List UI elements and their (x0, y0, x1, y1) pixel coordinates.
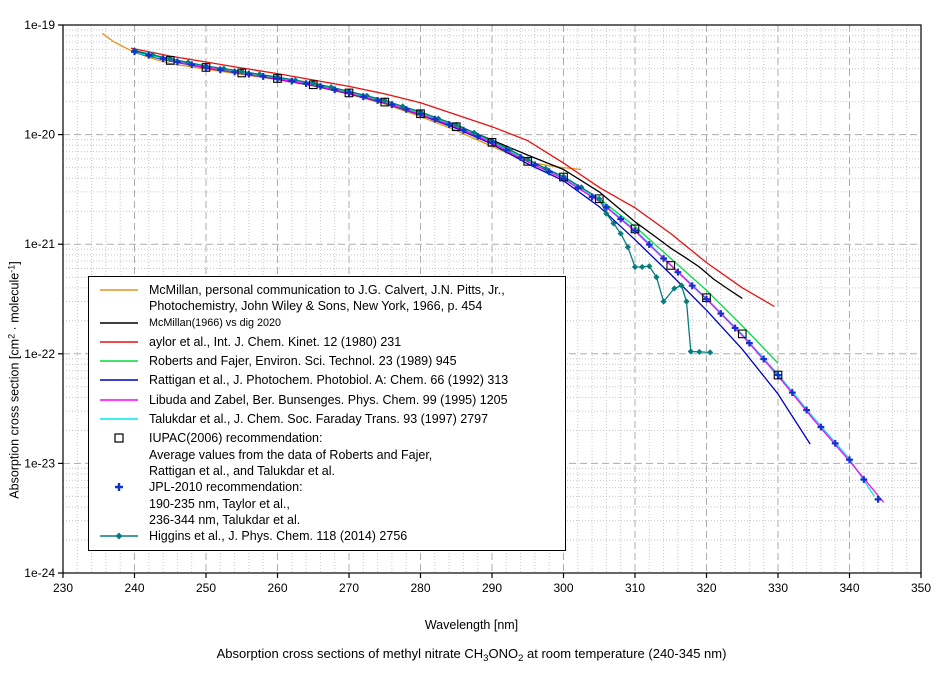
legend-entry-text: Talukdar et al., J. Chem. Soc. Faraday T… (149, 411, 559, 427)
legend-marker-line-icon (97, 334, 149, 353)
x-tick-label: 260 (267, 581, 287, 595)
y-axis-label-mid: · molecule (7, 272, 22, 334)
legend-line: 236-344 nm, Talukdar et al. (149, 512, 301, 527)
legend-line: McMillan, personal communication to J.G.… (149, 283, 505, 297)
y-tick-label: 1e-23 (24, 456, 55, 470)
legend-entry-text: McMillan(1966) vs dig 2020 (149, 315, 559, 331)
legend-marker-plus-icon (97, 479, 149, 498)
series-jpl2010 (131, 48, 882, 503)
legend-entry-text: Roberts and Fajer, Environ. Sci. Technol… (149, 353, 559, 369)
x-tick-label: 320 (696, 581, 716, 595)
legend-row: JPL-2010 recommendation: 190-235 nm, Tayl… (97, 479, 559, 528)
x-tick-label: 240 (124, 581, 144, 595)
legend-entry-text: Rattigan et al., J. Photochem. Photobiol… (149, 372, 559, 388)
legend-line: Roberts and Fajer, Environ. Sci. Technol… (149, 354, 457, 369)
legend-row: Roberts and Fajer, Environ. Sci. Technol… (97, 353, 559, 372)
legend-line: Photochemistry, John Wiley & Sons, New Y… (149, 299, 483, 314)
chart-title-sub2: 2 (518, 653, 524, 664)
legend-marker-square-icon (97, 430, 149, 449)
y-tick-label: 1e-22 (24, 347, 55, 361)
x-tick-label: 230 (53, 581, 73, 595)
legend-marker-line-icon (97, 392, 149, 411)
x-tick-label: 250 (196, 581, 216, 595)
x-tick-label: 310 (625, 581, 645, 595)
y-axis-label-sup2: -1 (6, 264, 17, 273)
legend-line: Rattigan et al., and Talukdar et al. (149, 463, 335, 478)
legend-line: Average values from the data of Roberts … (149, 447, 433, 462)
y-tick-label: 1e-19 (24, 18, 55, 32)
legend-row: Higgins et al., J. Phys. Chem. 118 (2014… (97, 528, 559, 547)
legend-row: IUPAC(2006) recommendation: Average value… (97, 430, 559, 479)
legend-marker-line-diamond-icon (97, 528, 149, 547)
legend: McMillan, personal communication to J.G.… (88, 276, 566, 552)
legend-row: aylor et al., Int. J. Chem. Kinet. 12 (1… (97, 334, 559, 353)
x-tick-label: 270 (339, 581, 359, 595)
axis-ticks: 230 240 250 260 270 280 290 300 310 320 330 340 350 1… (24, 18, 931, 595)
series-iupac (165, 56, 783, 380)
y-axis-label-text: Absorption cross section [cm (7, 338, 22, 499)
legend-row: McMillan, personal communication to J.G.… (97, 282, 559, 315)
series-taylor-line (130, 47, 775, 308)
legend-row: Talukdar et al., J. Chem. Soc. Faraday T… (97, 411, 559, 430)
x-axis-label-text: Wavelength [nm] (424, 618, 519, 632)
legend-line: IUPAC(2006) recommendation: (149, 431, 323, 446)
y-tick-label: 1e-24 (24, 566, 55, 580)
x-tick-label: 300 (553, 581, 573, 595)
legend-marker-line-icon (97, 353, 149, 372)
legend-line: Talukdar et al., J. Chem. Soc. Faraday T… (149, 412, 489, 427)
legend-line: Libuda and Zabel, Ber. Bunsenges. Phys. … (149, 392, 508, 407)
legend-entry-text: JPL-2010 recommendation: 190-235 nm, Tayl… (149, 479, 559, 528)
legend-entry-text: IUPAC(2006) recommendation: Average value… (149, 430, 559, 479)
legend-row: Rattigan et al., J. Photochem. Photobiol… (97, 372, 559, 391)
x-tick-label: 340 (839, 581, 859, 595)
legend-line: aylor et al., Int. J. Chem. Kinet. 12 (1… (149, 334, 402, 349)
legend-entry-text: aylor et al., Int. J. Chem. Kinet. 12 (1… (149, 334, 559, 350)
legend-line: JPL-2010 recommendation: (149, 480, 303, 495)
x-axis-label: Wavelength [nm] (0, 618, 943, 632)
chart-title-post: at room temperature (240-345 nm) (523, 646, 727, 661)
y-axis-label-end: ] (7, 261, 22, 265)
y-tick-label: 1e-21 (24, 237, 55, 251)
series-higgins-line (134, 49, 711, 354)
chart-title-sub3: 3 (483, 653, 489, 664)
series-taylor (130, 47, 775, 308)
legend-row: Libuda and Zabel, Ber. Bunsenges. Phys. … (97, 392, 559, 411)
chart-title-mid: ONO (488, 646, 519, 661)
legend-marker-line-icon (97, 282, 149, 301)
chart-title: Absorption cross sections of methyl nitr… (0, 646, 943, 664)
chart-title-pre: Absorption cross sections of methyl nitr… (216, 646, 484, 661)
y-axis-label: Absorption cross section [cm2 · molecule… (7, 261, 22, 498)
legend-row: McMillan(1966) vs dig 2020 (97, 315, 559, 334)
x-tick-label: 330 (768, 581, 788, 595)
y-tick-label: 1e-20 (24, 128, 55, 142)
legend-line: McMillan(1966) vs dig 2020 (149, 316, 282, 329)
legend-line: Higgins et al., J. Phys. Chem. 118 (2014… (149, 529, 408, 544)
x-tick-label: 350 (911, 581, 931, 595)
legend-marker-line-icon (97, 411, 149, 430)
legend-entry-text: McMillan, personal communication to J.G.… (149, 282, 559, 315)
x-tick-label: 280 (410, 581, 430, 595)
legend-marker-line-icon (97, 315, 149, 334)
legend-line: Rattigan et al., J. Photochem. Photobiol… (149, 373, 509, 388)
x-tick-label: 290 (482, 581, 502, 595)
y-axis-label-sup: 2 (6, 333, 17, 339)
legend-entry-text: Higgins et al., J. Phys. Chem. 118 (2014… (149, 528, 559, 544)
legend-entry-text: Libuda and Zabel, Ber. Bunsenges. Phys. … (149, 392, 559, 408)
legend-line: 190-235 nm, Taylor et al., (149, 496, 290, 511)
legend-marker-line-icon (97, 372, 149, 391)
